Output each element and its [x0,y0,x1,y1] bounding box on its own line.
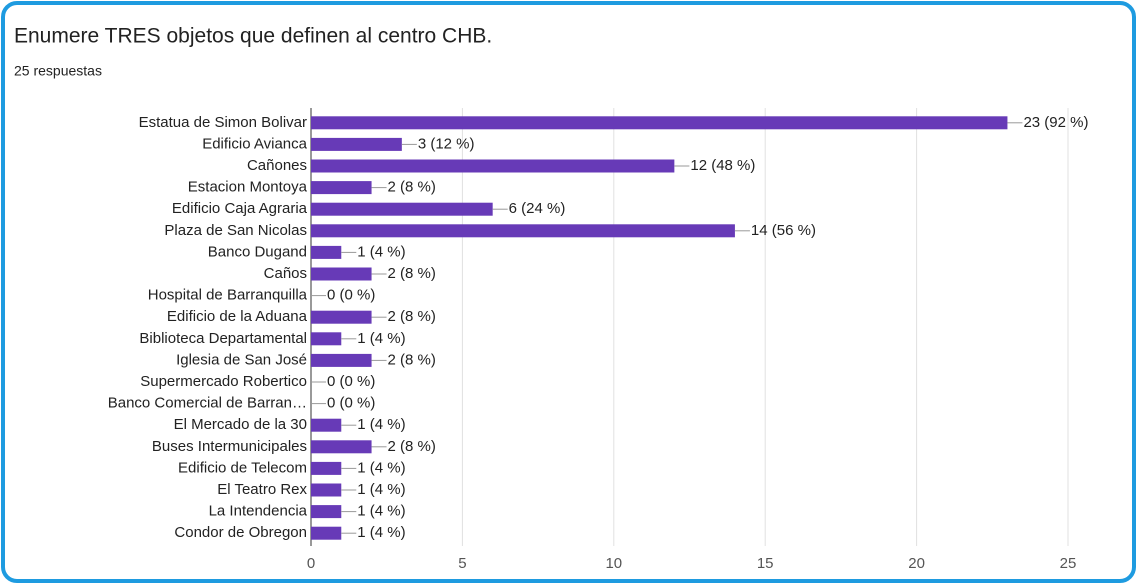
bar [311,137,402,151]
y-tick-label: Edificio de Telecom [178,459,307,476]
data-label: 1 (4 %) [357,416,405,433]
bar [311,245,342,259]
data-label: 2 (8 %) [388,179,436,196]
data-label: 2 (8 %) [388,351,436,368]
y-tick-label: Caños [264,265,307,282]
x-tick-label: 20 [908,555,925,572]
data-label: 12 (48 %) [690,157,755,174]
y-tick-label: Buses Intermunicipales [152,438,307,455]
y-tick-label: Cañones [247,157,307,174]
y-tick-label: Hospital de Barranquilla [148,287,308,304]
y-tick-label: Iglesia de San José [176,351,307,368]
bar [311,267,372,281]
bar [311,526,342,540]
y-tick-label: Edificio de la Aduana [167,308,308,325]
data-label: 3 (12 %) [418,135,475,152]
x-tick-label: 15 [757,555,774,572]
bar [311,310,372,324]
x-tick-label: 25 [1060,555,1077,572]
y-tick-label: Biblioteca Departamental [139,330,307,347]
chart-subtitle: 25 respuestas [14,63,102,79]
y-tick-label: Condor de Obregon [174,524,307,541]
bar [311,353,372,367]
bar [311,224,735,238]
data-label: 2 (8 %) [388,438,436,455]
data-label: 1 (4 %) [357,481,405,498]
data-label: 1 (4 %) [357,524,405,541]
bar [311,461,342,475]
data-label: 23 (92 %) [1023,114,1088,131]
bar [311,202,493,216]
data-label: 0 (0 %) [327,287,375,304]
bar [311,440,372,454]
data-label: 2 (8 %) [388,308,436,325]
y-tick-label: El Mercado de la 30 [174,416,307,433]
y-tick-label: Banco Dugand [208,243,307,260]
bar [311,332,342,346]
y-tick-label: La Intendencia [209,503,308,520]
bar [311,505,342,519]
bar [311,483,342,497]
data-label: 1 (4 %) [357,243,405,260]
data-label: 1 (4 %) [357,503,405,520]
bar [311,116,1008,130]
bar [311,159,675,173]
bar [311,181,372,195]
y-tick-label: Banco Comercial de Barran… [108,395,307,412]
y-tick-label: Estatua de Simon Bolivar [139,114,307,131]
y-tick-label: Estacion Montoya [188,179,308,196]
bar [311,418,342,432]
data-label: 2 (8 %) [388,265,436,282]
data-label: 0 (0 %) [327,373,375,390]
x-tick-label: 0 [307,555,315,572]
data-label: 14 (56 %) [751,222,816,239]
y-tick-label: Edificio Caja Agraria [172,200,308,217]
data-label: 1 (4 %) [357,459,405,476]
y-tick-label: Plaza de San Nicolas [164,222,307,239]
data-label: 0 (0 %) [327,395,375,412]
x-tick-label: 5 [458,555,466,572]
x-tick-label: 10 [605,555,622,572]
y-tick-label: Edificio Avianca [202,135,307,152]
data-label: 1 (4 %) [357,330,405,347]
chart-title: Enumere TRES objetos que definen al cent… [14,25,492,48]
y-tick-label: El Teatro Rex [217,481,307,498]
data-label: 6 (24 %) [509,200,566,217]
y-tick-label: Supermercado Robertico [140,373,307,390]
